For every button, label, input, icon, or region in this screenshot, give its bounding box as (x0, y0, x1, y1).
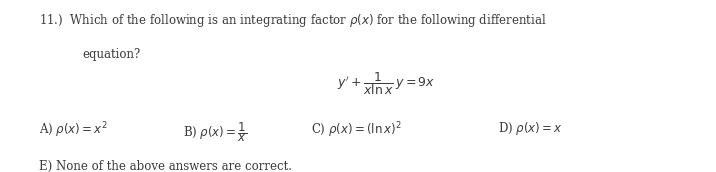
Text: E) None of the above answers are correct.: E) None of the above answers are correct… (39, 160, 292, 172)
Text: equation?: equation? (82, 48, 140, 61)
Text: 11.)  Which of the following is an integrating factor $\rho(x)$ for the followin: 11.) Which of the following is an integr… (39, 12, 547, 29)
Text: A) $\rho(x) = x^2$: A) $\rho(x) = x^2$ (39, 120, 108, 140)
Text: D) $\rho(x) = x$: D) $\rho(x) = x$ (498, 120, 562, 137)
Text: $y' + \dfrac{1}{x\ln x}\,y = 9x$: $y' + \dfrac{1}{x\ln x}\,y = 9x$ (337, 70, 436, 96)
Text: B) $\rho(x) = \dfrac{1}{x}$: B) $\rho(x) = \dfrac{1}{x}$ (183, 120, 247, 144)
Text: C) $\rho(x) = (\ln x)^2$: C) $\rho(x) = (\ln x)^2$ (311, 120, 402, 140)
